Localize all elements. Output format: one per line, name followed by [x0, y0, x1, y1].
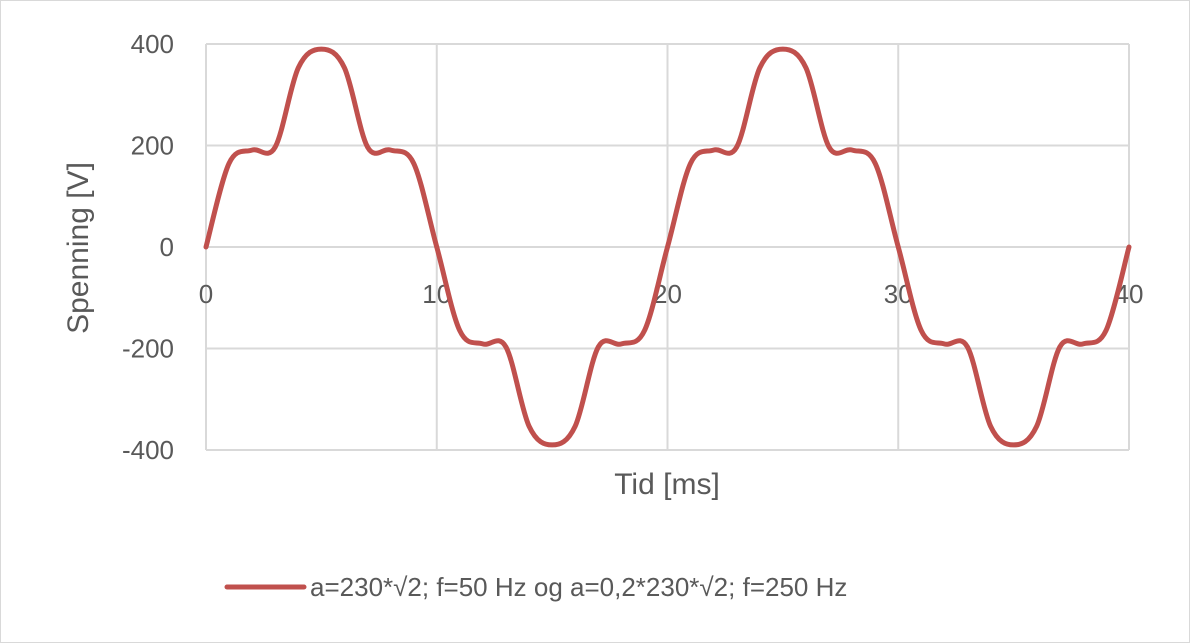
x-tick-labels: 0 10 20 30 40: [199, 279, 1144, 309]
series-layer: [203, 46, 1132, 448]
x-axis-title: Tid [ms]: [614, 468, 720, 501]
x-tick-label: 0: [199, 279, 213, 309]
y-tick-label: 0: [160, 232, 174, 262]
y-tick-labels: -400 -200 0 200 400: [122, 29, 174, 465]
series-line: [203, 46, 1132, 448]
y-tick-label: -200: [122, 334, 174, 364]
y-tick-label: 200: [131, 131, 174, 161]
legend-label: a=230*√2; f=50 Hz og a=0,2*230*√2; f=250…: [310, 572, 847, 602]
y-tick-label: -400: [122, 435, 174, 465]
y-axis-title: Spenning [V]: [62, 162, 95, 334]
y-tick-label: 400: [131, 29, 174, 59]
legend: a=230*√2; f=50 Hz og a=0,2*230*√2; f=250…: [224, 572, 847, 602]
